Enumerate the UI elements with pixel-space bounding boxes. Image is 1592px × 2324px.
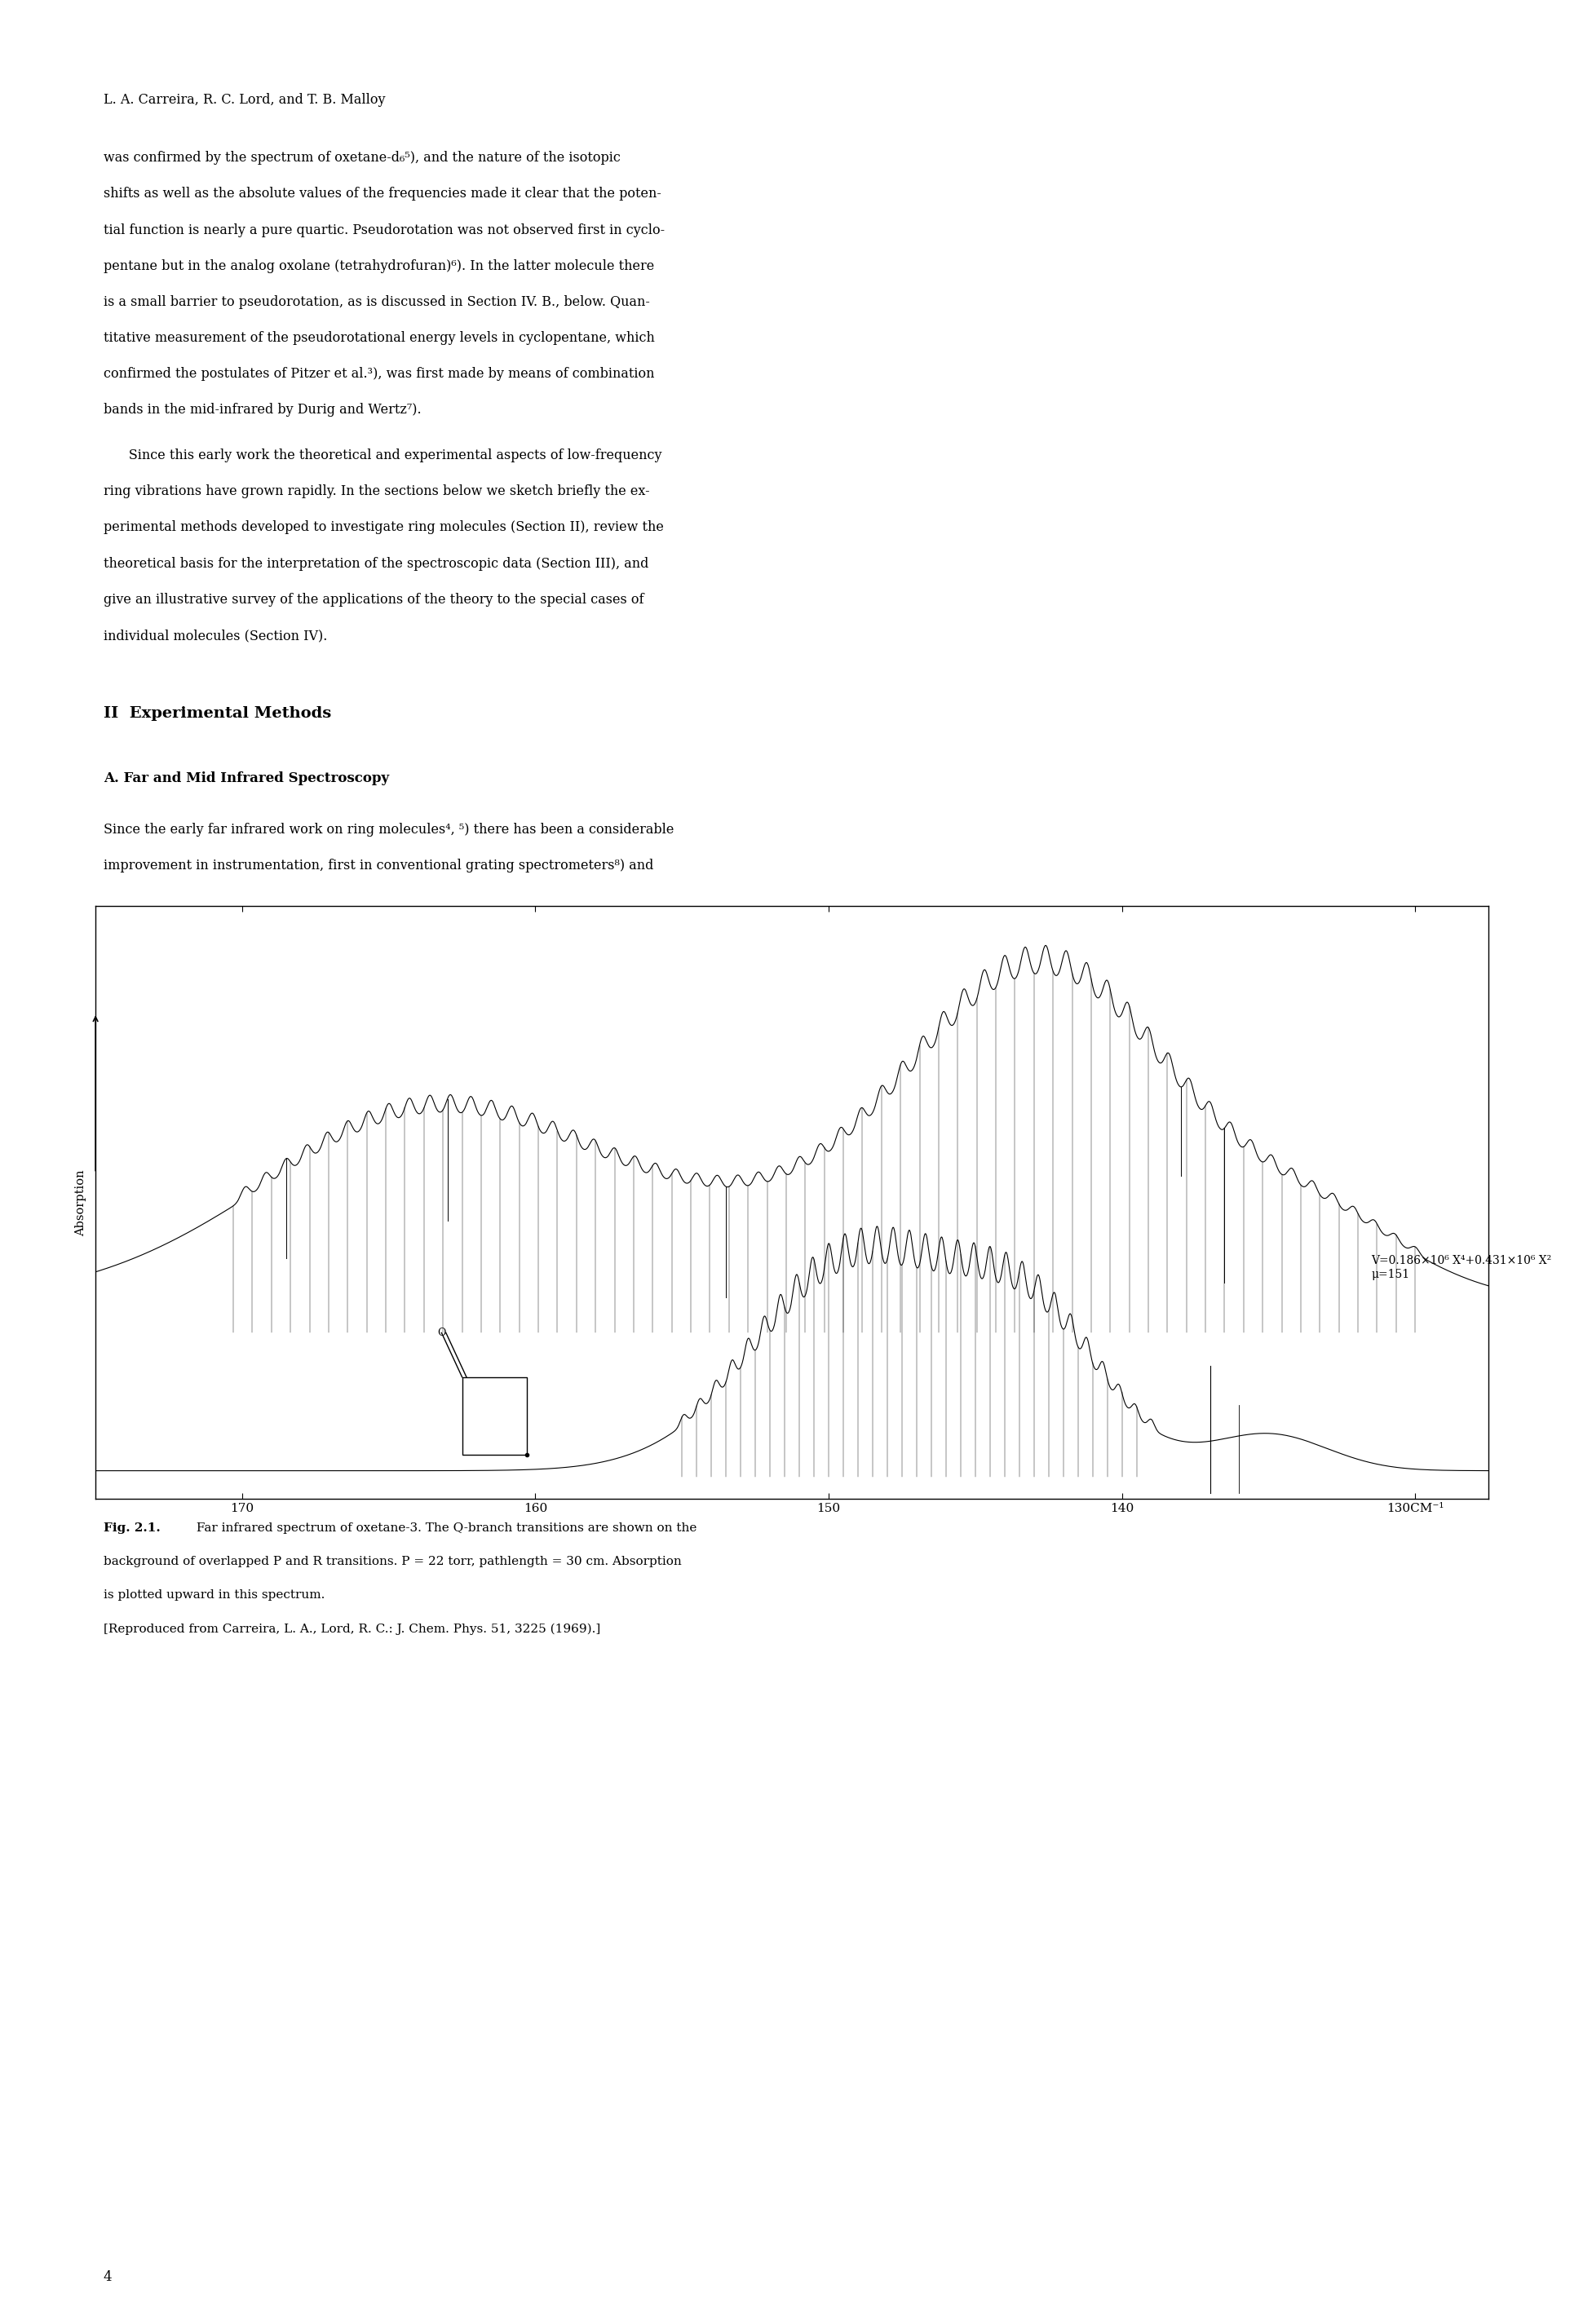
Text: give an illustrative survey of the applications of the theory to the special cas: give an illustrative survey of the appli… <box>103 593 643 607</box>
Text: [Reproduced from Carreira, L. A., Lord, R. C.: J. Chem. Phys. 51, 3225 (1969).]: [Reproduced from Carreira, L. A., Lord, … <box>103 1622 600 1636</box>
Text: L. A. Carreira, R. C. Lord, and T. B. Malloy: L. A. Carreira, R. C. Lord, and T. B. Ma… <box>103 93 385 107</box>
Text: improvement in instrumentation, first in conventional grating spectrometers⁸) an: improvement in instrumentation, first in… <box>103 858 653 872</box>
Text: is a small barrier to pseudorotation, as is discussed in Section IV. B., below. : is a small barrier to pseudorotation, as… <box>103 295 650 309</box>
Text: shifts as well as the absolute values of the frequencies made it clear that the : shifts as well as the absolute values of… <box>103 188 661 200</box>
Text: Far infrared spectrum of oxetane-3. The Q-branch transitions are shown on the: Far infrared spectrum of oxetane-3. The … <box>193 1522 697 1534</box>
Text: was confirmed by the spectrum of oxetane-d₆⁵), and the nature of the isotopic: was confirmed by the spectrum of oxetane… <box>103 151 621 165</box>
Y-axis label: Absorption: Absorption <box>75 1169 86 1236</box>
Text: bands in the mid-infrared by Durig and Wertz⁷).: bands in the mid-infrared by Durig and W… <box>103 402 422 416</box>
Text: perimental methods developed to investigate ring molecules (Section II), review : perimental methods developed to investig… <box>103 521 664 535</box>
Text: Since the early far infrared work on ring molecules⁴, ⁵) there has been a consid: Since the early far infrared work on rin… <box>103 823 673 837</box>
Text: tial function is nearly a pure quartic. Pseudorotation was not observed first in: tial function is nearly a pure quartic. … <box>103 223 665 237</box>
Text: Since this early work the theoretical and experimental aspects of low-frequency: Since this early work the theoretical an… <box>103 449 662 462</box>
Text: background of overlapped P and R transitions. P = 22 torr, pathlength = 30 cm. A: background of overlapped P and R transit… <box>103 1555 681 1566</box>
Text: theoretical basis for the interpretation of the spectroscopic data (Section III): theoretical basis for the interpretation… <box>103 555 648 569</box>
Text: Fig. 2.1.: Fig. 2.1. <box>103 1522 161 1534</box>
Text: individual molecules (Section IV).: individual molecules (Section IV). <box>103 627 328 641</box>
Text: V=0.186×10⁶ X⁴+0.431×10⁶ X²
μ=151: V=0.186×10⁶ X⁴+0.431×10⁶ X² μ=151 <box>1371 1255 1552 1281</box>
Text: 4: 4 <box>103 2271 111 2284</box>
Text: ring vibrations have grown rapidly. In the sections below we sketch briefly the : ring vibrations have grown rapidly. In t… <box>103 483 650 497</box>
Text: pentane but in the analog oxolane (tetrahydrofuran)⁶). In the latter molecule th: pentane but in the analog oxolane (tetra… <box>103 258 654 272</box>
Text: confirmed the postulates of Pitzer et al.³), was first made by means of combinat: confirmed the postulates of Pitzer et al… <box>103 367 654 381</box>
Bar <box>462 1378 527 1455</box>
Text: titative measurement of the pseudorotational energy levels in cyclopentane, whic: titative measurement of the pseudorotati… <box>103 330 654 344</box>
Text: A. Far and Mid Infrared Spectroscopy: A. Far and Mid Infrared Spectroscopy <box>103 772 388 786</box>
Text: O: O <box>438 1327 446 1339</box>
Text: is plotted upward in this spectrum.: is plotted upward in this spectrum. <box>103 1590 325 1601</box>
Text: II  Experimental Methods: II Experimental Methods <box>103 706 331 720</box>
